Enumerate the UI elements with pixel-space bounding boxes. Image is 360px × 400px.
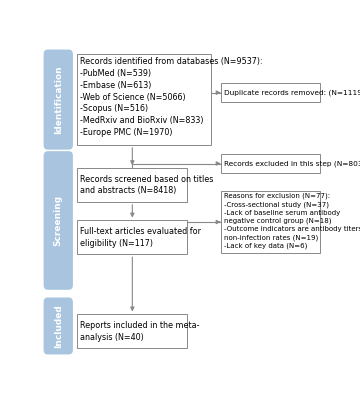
FancyBboxPatch shape	[77, 168, 187, 202]
Text: Duplicate records removed: (N=1119): Duplicate records removed: (N=1119)	[224, 90, 360, 96]
Text: Records excluded in this step (N=8031): Records excluded in this step (N=8031)	[224, 160, 360, 167]
FancyBboxPatch shape	[44, 50, 73, 150]
FancyBboxPatch shape	[221, 191, 320, 253]
Text: Identification: Identification	[54, 65, 63, 134]
Text: Reasons for exclusion (N=77):
-Cross-sectional study (N=37)
-Lack of baseline se: Reasons for exclusion (N=77): -Cross-sec…	[224, 193, 360, 249]
Text: Full-text articles evaluated for
eligibility (N=117): Full-text articles evaluated for eligibi…	[80, 227, 201, 248]
FancyBboxPatch shape	[77, 314, 187, 348]
Text: Records identified from databases (N=9537):
-PubMed (N=539)
-Embase (N=613)
-Web: Records identified from databases (N=953…	[80, 57, 262, 137]
Text: Reports included in the meta-
analysis (N=40): Reports included in the meta- analysis (…	[80, 321, 199, 342]
FancyBboxPatch shape	[77, 54, 211, 145]
FancyBboxPatch shape	[221, 154, 320, 173]
Text: Records screened based on titles
and abstracts (N=8418): Records screened based on titles and abs…	[80, 175, 213, 196]
FancyBboxPatch shape	[44, 298, 73, 354]
Text: Screening: Screening	[54, 195, 63, 246]
FancyBboxPatch shape	[221, 84, 320, 102]
Text: Included: Included	[54, 304, 63, 348]
FancyBboxPatch shape	[77, 220, 187, 254]
FancyBboxPatch shape	[44, 151, 73, 290]
